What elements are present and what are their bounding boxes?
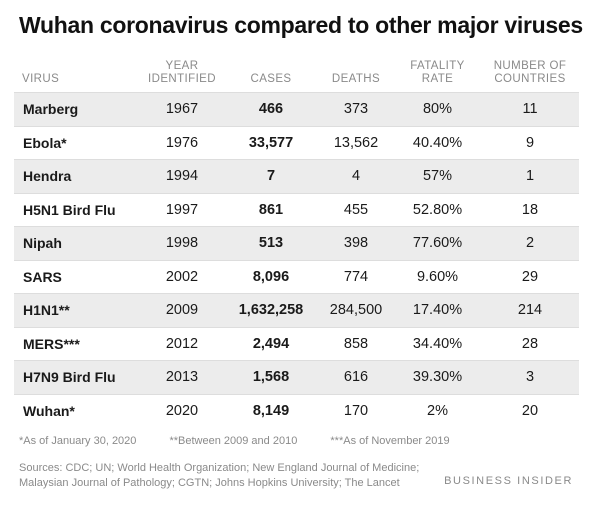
- cell-fatality: 34.40%: [394, 326, 481, 361]
- table-row: H1N1** 2009 1,632,258 284,500 17.40% 214: [14, 293, 579, 327]
- cell-fatality: 57%: [394, 159, 481, 193]
- table-row: Marberg 1967 466 373 80% 11: [14, 92, 579, 126]
- cell-fatality: 39.30%: [394, 360, 481, 394]
- cell-virus: Wuhan*: [14, 393, 140, 427]
- cell-countries: 11: [481, 92, 579, 126]
- table-row: Nipah 1998 513 398 77.60% 2: [14, 226, 579, 260]
- cell-fatality: 80%: [394, 92, 481, 126]
- footnotes: *As of January 30, 2020 **Between 2009 a…: [19, 435, 480, 447]
- cell-cases: 2,494: [224, 326, 318, 361]
- table-row: MERS*** 2012 2,494 858 34.40% 28: [14, 326, 579, 361]
- cell-countries: 214: [481, 293, 579, 327]
- cell-deaths: 455: [318, 192, 394, 227]
- brand-logo-text: BUSINESS INSIDER: [444, 475, 573, 487]
- cell-cases: 8,096: [224, 259, 318, 294]
- virus-comparison-table: VIRUS YEAR IDENTIFIED CASES DEATHS FATAL…: [14, 60, 579, 427]
- cell-deaths: 774: [318, 259, 394, 294]
- cell-cases: 1,568: [224, 360, 318, 394]
- table-row: Hendra 1994 7 4 57% 1: [14, 159, 579, 193]
- cell-fatality: 52.80%: [394, 192, 481, 227]
- column-header-virus: VIRUS: [22, 73, 60, 85]
- cell-fatality: 2%: [394, 393, 481, 427]
- cell-deaths: 170: [318, 393, 394, 427]
- column-header-fatality-rate: FATALITY RATE: [410, 60, 465, 85]
- cell-virus: Hendra: [14, 159, 140, 193]
- cell-cases: 8,149: [224, 393, 318, 427]
- cell-virus: Nipah: [14, 226, 140, 260]
- cell-fatality: 77.60%: [394, 226, 481, 260]
- cell-countries: 3: [481, 360, 579, 394]
- table-row: H7N9 Bird Flu 2013 1,568 616 39.30% 3: [14, 360, 579, 394]
- cell-year: 2020: [140, 393, 224, 427]
- cell-fatality: 17.40%: [394, 293, 481, 327]
- cell-virus: Ebola*: [14, 125, 140, 160]
- cell-year: 2012: [140, 326, 224, 361]
- cell-countries: 1: [481, 159, 579, 193]
- column-header-deaths: DEATHS: [331, 73, 381, 85]
- cell-countries: 18: [481, 192, 579, 227]
- cell-virus: MERS***: [14, 326, 140, 361]
- table-row: Ebola* 1976 33,577 13,562 40.40% 9: [14, 125, 579, 160]
- table-row: H5N1 Bird Flu 1997 861 455 52.80% 18: [14, 192, 579, 227]
- cell-deaths: 284,500: [318, 293, 394, 327]
- cell-deaths: 858: [318, 326, 394, 361]
- footnote: **Between 2009 and 2010: [169, 435, 298, 447]
- cell-countries: 28: [481, 326, 579, 361]
- column-header-cases: CASES: [250, 73, 292, 85]
- footnote: ***As of November 2019: [330, 435, 450, 447]
- cell-fatality: 9.60%: [394, 259, 481, 294]
- cell-virus: Marberg: [14, 92, 140, 126]
- cell-year: 2009: [140, 293, 224, 327]
- sources-note: Sources: CDC; UN; World Health Organizat…: [19, 462, 420, 489]
- page-title: Wuhan coronavirus compared to other majo…: [19, 12, 583, 38]
- column-header-year-identified: YEAR IDENTIFIED: [148, 60, 216, 85]
- cell-deaths: 4: [318, 159, 394, 193]
- cell-deaths: 616: [318, 360, 394, 394]
- cell-fatality: 40.40%: [394, 125, 481, 160]
- cell-year: 1967: [140, 92, 224, 126]
- cell-countries: 29: [481, 259, 579, 294]
- cell-cases: 33,577: [224, 125, 318, 160]
- cell-year: 1994: [140, 159, 224, 193]
- table-row: SARS 2002 8,096 774 9.60% 29: [14, 259, 579, 294]
- cell-deaths: 398: [318, 226, 394, 260]
- cell-cases: 861: [224, 192, 318, 227]
- cell-cases: 513: [224, 226, 318, 260]
- cell-year: 1998: [140, 226, 224, 260]
- cell-deaths: 373: [318, 92, 394, 126]
- cell-year: 1976: [140, 125, 224, 160]
- cell-virus: H7N9 Bird Flu: [14, 360, 140, 394]
- footnote: *As of January 30, 2020: [19, 435, 137, 447]
- cell-countries: 2: [481, 226, 579, 260]
- table-row: Wuhan* 2020 8,149 170 2% 20: [14, 393, 579, 427]
- cell-virus: SARS: [14, 259, 140, 294]
- table-header-row: VIRUS YEAR IDENTIFIED CASES DEATHS FATAL…: [14, 60, 579, 93]
- cell-deaths: 13,562: [318, 125, 394, 160]
- column-header-number-of-countries: NUMBER OF COUNTRIES: [493, 60, 567, 85]
- cell-year: 1997: [140, 192, 224, 227]
- cell-virus: H1N1**: [14, 293, 140, 327]
- cell-cases: 466: [224, 92, 318, 126]
- cell-cases: 1,632,258: [224, 293, 318, 327]
- cell-year: 2013: [140, 360, 224, 394]
- cell-year: 2002: [140, 259, 224, 294]
- cell-virus: H5N1 Bird Flu: [14, 192, 140, 227]
- cell-cases: 7: [224, 159, 318, 193]
- cell-countries: 20: [481, 393, 579, 427]
- cell-countries: 9: [481, 125, 579, 160]
